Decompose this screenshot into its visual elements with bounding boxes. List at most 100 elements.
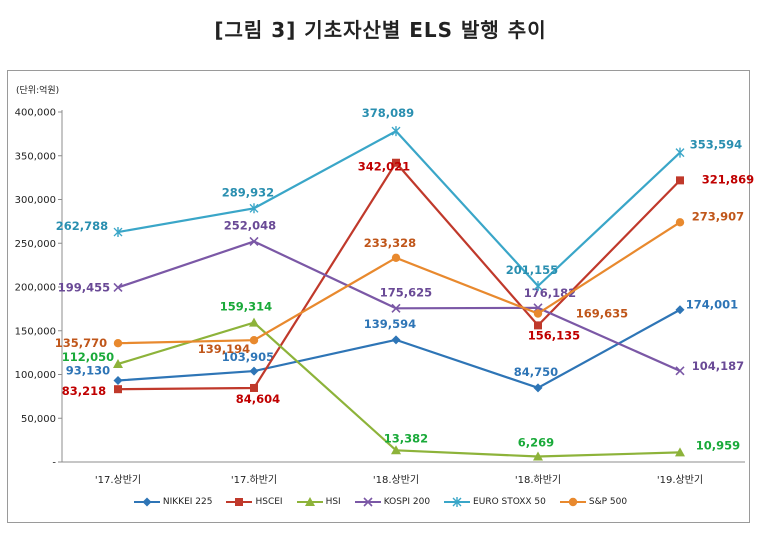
data-point xyxy=(249,236,259,247)
y-tick-label: 350,000 xyxy=(15,151,56,162)
data-point xyxy=(675,147,685,158)
legend-swatch xyxy=(559,497,586,507)
data-point xyxy=(534,321,542,330)
data-point xyxy=(676,176,684,185)
legend-item: NIKKEI 225 xyxy=(133,497,213,507)
data-label: 104,187 xyxy=(692,359,744,373)
legend-swatch xyxy=(133,497,160,507)
data-point xyxy=(113,376,123,386)
data-point xyxy=(114,385,122,394)
data-point xyxy=(249,336,259,345)
x-tick-label: '17.상반기 xyxy=(95,474,141,486)
data-label: 201,155 xyxy=(506,263,558,277)
data-point xyxy=(533,309,543,318)
data-label: 175,625 xyxy=(380,285,432,299)
series-euro-stoxx-50: 262,788 289,932 378,089 201,155 353,594 xyxy=(56,106,742,291)
legend-item: KOSPI 200 xyxy=(354,497,431,507)
data-label: 103,905 xyxy=(222,350,274,364)
y-tick-label: 100,000 xyxy=(15,370,56,381)
chart-frame xyxy=(7,70,750,523)
data-point xyxy=(249,366,259,376)
data-point xyxy=(250,383,258,392)
legend-swatch xyxy=(444,497,471,507)
chart-title: [그림 3] 기초자산별 ELS 발행 추이 xyxy=(214,18,547,42)
data-label: 174,001 xyxy=(686,298,738,312)
legend-label: NIKKEI 225 xyxy=(162,497,213,507)
legend-marker xyxy=(363,497,373,507)
data-point xyxy=(113,227,123,238)
data-label: 84,750 xyxy=(514,365,558,379)
data-point xyxy=(391,253,401,263)
data-label: 169,635 xyxy=(576,307,628,321)
legend-label: EURO STOXX 50 xyxy=(473,497,546,507)
data-label: 135,770 xyxy=(55,336,107,350)
data-point xyxy=(675,447,685,457)
legend-marker xyxy=(304,497,315,506)
y-tick-label: 400,000 xyxy=(15,108,56,119)
data-label: 378,089 xyxy=(362,106,414,120)
data-label: 159,314 xyxy=(220,300,272,314)
y-tick-label: 50,000 xyxy=(21,414,56,425)
legend-marker xyxy=(568,497,578,507)
series-s-p-500: 135,770 139,194 233,328 169,635 273,907 xyxy=(55,209,744,356)
data-point xyxy=(675,366,685,376)
legend-label: KOSPI 200 xyxy=(383,497,431,507)
data-label: 112,050 xyxy=(62,350,114,364)
chart-legend: NIKKEI 225 HSCEI HSI KOSPI 200 EURO STOXX 50… xyxy=(0,497,761,507)
series-hsi: 112,050 159,314 13,382 6,269 10,959 xyxy=(62,300,740,461)
data-point xyxy=(391,126,401,137)
data-point xyxy=(113,339,123,348)
data-point xyxy=(533,280,543,291)
data-point xyxy=(391,445,401,455)
data-label: 289,932 xyxy=(222,185,274,199)
legend-swatch xyxy=(296,497,323,506)
data-point xyxy=(533,383,543,393)
data-label: 353,594 xyxy=(690,138,742,152)
legend-item: HSCEI xyxy=(226,497,283,507)
series-line xyxy=(117,129,681,288)
legend-item: HSI xyxy=(296,497,341,507)
legend-item: S&P 500 xyxy=(559,497,627,507)
data-label: 233,328 xyxy=(364,236,416,250)
data-point xyxy=(113,282,123,293)
data-label: 199,455 xyxy=(58,280,110,294)
data-label: 10,959 xyxy=(696,438,740,452)
data-label: 139,194 xyxy=(198,342,250,356)
unit-label: (단위:억원) xyxy=(16,86,60,96)
legend-item: EURO STOXX 50 xyxy=(444,497,546,507)
data-point xyxy=(113,358,123,368)
data-label: 6,269 xyxy=(518,436,554,450)
data-point xyxy=(675,305,685,315)
legend-label: HSCEI xyxy=(255,497,283,507)
y-tick-label: 300,000 xyxy=(15,195,56,206)
data-point xyxy=(392,158,400,167)
data-label: 13,382 xyxy=(384,431,428,445)
y-tick-label: 250,000 xyxy=(15,239,56,250)
x-tick-label: '18.하반기 xyxy=(515,473,561,486)
data-label: 321,869 xyxy=(702,172,754,186)
data-label: 83,218 xyxy=(62,384,106,398)
data-point xyxy=(391,303,401,313)
legend-marker xyxy=(235,498,244,506)
data-label: 342,021 xyxy=(358,160,410,174)
series-nikkei-225: 93,130 103,905 139,594 84,750 174,001 xyxy=(66,298,738,393)
x-tick-label: '18.상반기 xyxy=(373,474,419,486)
data-label: 84,604 xyxy=(236,392,280,406)
y-tick-label: 150,000 xyxy=(15,326,56,337)
x-tick-label: '19.상반기 xyxy=(657,474,703,486)
legend-marker xyxy=(142,497,152,507)
legend-swatch xyxy=(354,497,381,507)
data-label: 252,048 xyxy=(224,218,276,232)
legend-swatch xyxy=(226,498,253,506)
series-hscei: 83,218 84,604 342,021 156,135 321,869 xyxy=(62,158,754,406)
data-point xyxy=(391,335,401,345)
data-label: 93,130 xyxy=(66,364,110,378)
data-label: 273,907 xyxy=(692,209,744,223)
data-point xyxy=(533,451,543,461)
y-tick-label: 200,000 xyxy=(15,283,56,294)
data-label: 139,594 xyxy=(364,317,416,331)
data-point xyxy=(249,317,259,327)
y-tick-label: - xyxy=(52,458,56,469)
data-point xyxy=(675,218,685,227)
